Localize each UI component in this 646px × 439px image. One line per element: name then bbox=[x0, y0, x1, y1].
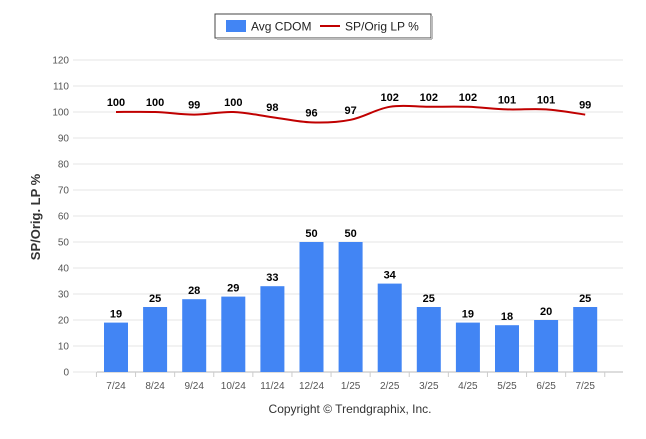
bar bbox=[260, 286, 285, 372]
line-value-label: 99 bbox=[579, 100, 591, 112]
line-value-label: 96 bbox=[305, 107, 317, 119]
line-value-label: 101 bbox=[537, 94, 555, 106]
line-value-label: 101 bbox=[498, 94, 516, 106]
line-series bbox=[115, 104, 586, 124]
x-tick-label: 10/24 bbox=[221, 381, 246, 392]
line-value-label: 97 bbox=[344, 105, 356, 117]
bar bbox=[377, 283, 402, 372]
bar-value-label: 25 bbox=[149, 293, 161, 305]
y-tick-label: 50 bbox=[58, 238, 70, 249]
bar-value-label: 19 bbox=[462, 309, 474, 321]
bar-value-label: 20 bbox=[540, 306, 552, 318]
bar bbox=[455, 322, 480, 372]
x-tick-label: 12/24 bbox=[299, 381, 324, 392]
bar bbox=[221, 296, 246, 372]
legend-bar-swatch bbox=[226, 20, 246, 32]
bar bbox=[104, 322, 128, 372]
copyright-credit: Copyright © Trendgraphix, Inc. bbox=[269, 402, 432, 416]
bar-value-label: 19 bbox=[110, 309, 122, 321]
x-tick-label: 5/25 bbox=[497, 381, 517, 392]
bar-value-label: 25 bbox=[423, 293, 435, 305]
bar bbox=[573, 307, 598, 372]
x-tick-label: 9/24 bbox=[184, 381, 204, 392]
x-tick-label: 4/25 bbox=[458, 381, 478, 392]
bar-value-label: 50 bbox=[344, 228, 356, 240]
x-tick-label: 7/24 bbox=[106, 381, 126, 392]
bar bbox=[495, 325, 519, 372]
labels-layer: 19 25 28 29 33 50 50 34 25 19 18 20 25 100 100 99 100 98 9… bbox=[107, 92, 592, 323]
legend-bar-label: Avg CDOM bbox=[251, 20, 311, 34]
x-tick-label: 3/25 bbox=[419, 381, 439, 392]
line-value-label: 102 bbox=[459, 92, 477, 104]
bar-value-label: 18 bbox=[501, 311, 513, 323]
bars-layer bbox=[104, 242, 598, 372]
y-tick-label: 110 bbox=[53, 82, 69, 93]
bar-value-label: 28 bbox=[188, 285, 200, 297]
y-tick-label: 10 bbox=[58, 342, 70, 353]
y-axis-title: SP/Orig. LP % bbox=[28, 173, 43, 260]
x-tick-label: 6/25 bbox=[536, 381, 556, 392]
line-value-label: 98 bbox=[266, 102, 278, 114]
y-tick-label: 40 bbox=[58, 264, 70, 275]
x-tick-label: 8/24 bbox=[145, 381, 165, 392]
y-tick-label: 70 bbox=[58, 186, 70, 197]
line-layer bbox=[115, 104, 586, 124]
x-tick-label: 11/24 bbox=[260, 381, 285, 392]
line-value-label: 99 bbox=[188, 100, 200, 112]
line-value-label: 100 bbox=[146, 97, 164, 109]
y-tick-label: 30 bbox=[58, 290, 70, 301]
bar bbox=[182, 299, 207, 372]
legend: Avg CDOM SP/Orig LP % bbox=[214, 13, 433, 40]
bar bbox=[534, 320, 559, 372]
y-tick-label: 120 bbox=[52, 56, 69, 67]
y-tick-label: 100 bbox=[52, 108, 69, 119]
bar-value-label: 34 bbox=[384, 270, 397, 282]
y-tick-label: 80 bbox=[58, 160, 70, 171]
x-tick-label: 2/25 bbox=[380, 381, 400, 392]
bar-value-label: 50 bbox=[305, 228, 317, 240]
bar-value-label: 29 bbox=[227, 283, 239, 295]
bar bbox=[299, 242, 324, 372]
legend-line-label: SP/Orig LP % bbox=[345, 20, 419, 34]
bar bbox=[143, 307, 168, 372]
line-value-label: 102 bbox=[420, 92, 438, 104]
y-tick-label: 20 bbox=[58, 316, 70, 327]
x-tick-label: 7/25 bbox=[575, 381, 595, 392]
grid-layer: 0 10 20 30 40 50 60 70 80 90 100 110 120 7/24 8/24 9/24… bbox=[52, 56, 623, 392]
y-tick-label: 60 bbox=[58, 212, 70, 223]
bar bbox=[416, 307, 441, 372]
bar-value-label: 25 bbox=[579, 293, 591, 305]
x-tick-label: 1/25 bbox=[341, 381, 361, 392]
y-tick-label: 90 bbox=[58, 134, 70, 145]
y-tick-label: 0 bbox=[63, 368, 69, 379]
line-value-label: 100 bbox=[224, 97, 242, 109]
line-value-label: 100 bbox=[107, 97, 125, 109]
bar-value-label: 33 bbox=[266, 272, 278, 284]
line-value-label: 102 bbox=[381, 92, 399, 104]
bar bbox=[338, 242, 363, 372]
